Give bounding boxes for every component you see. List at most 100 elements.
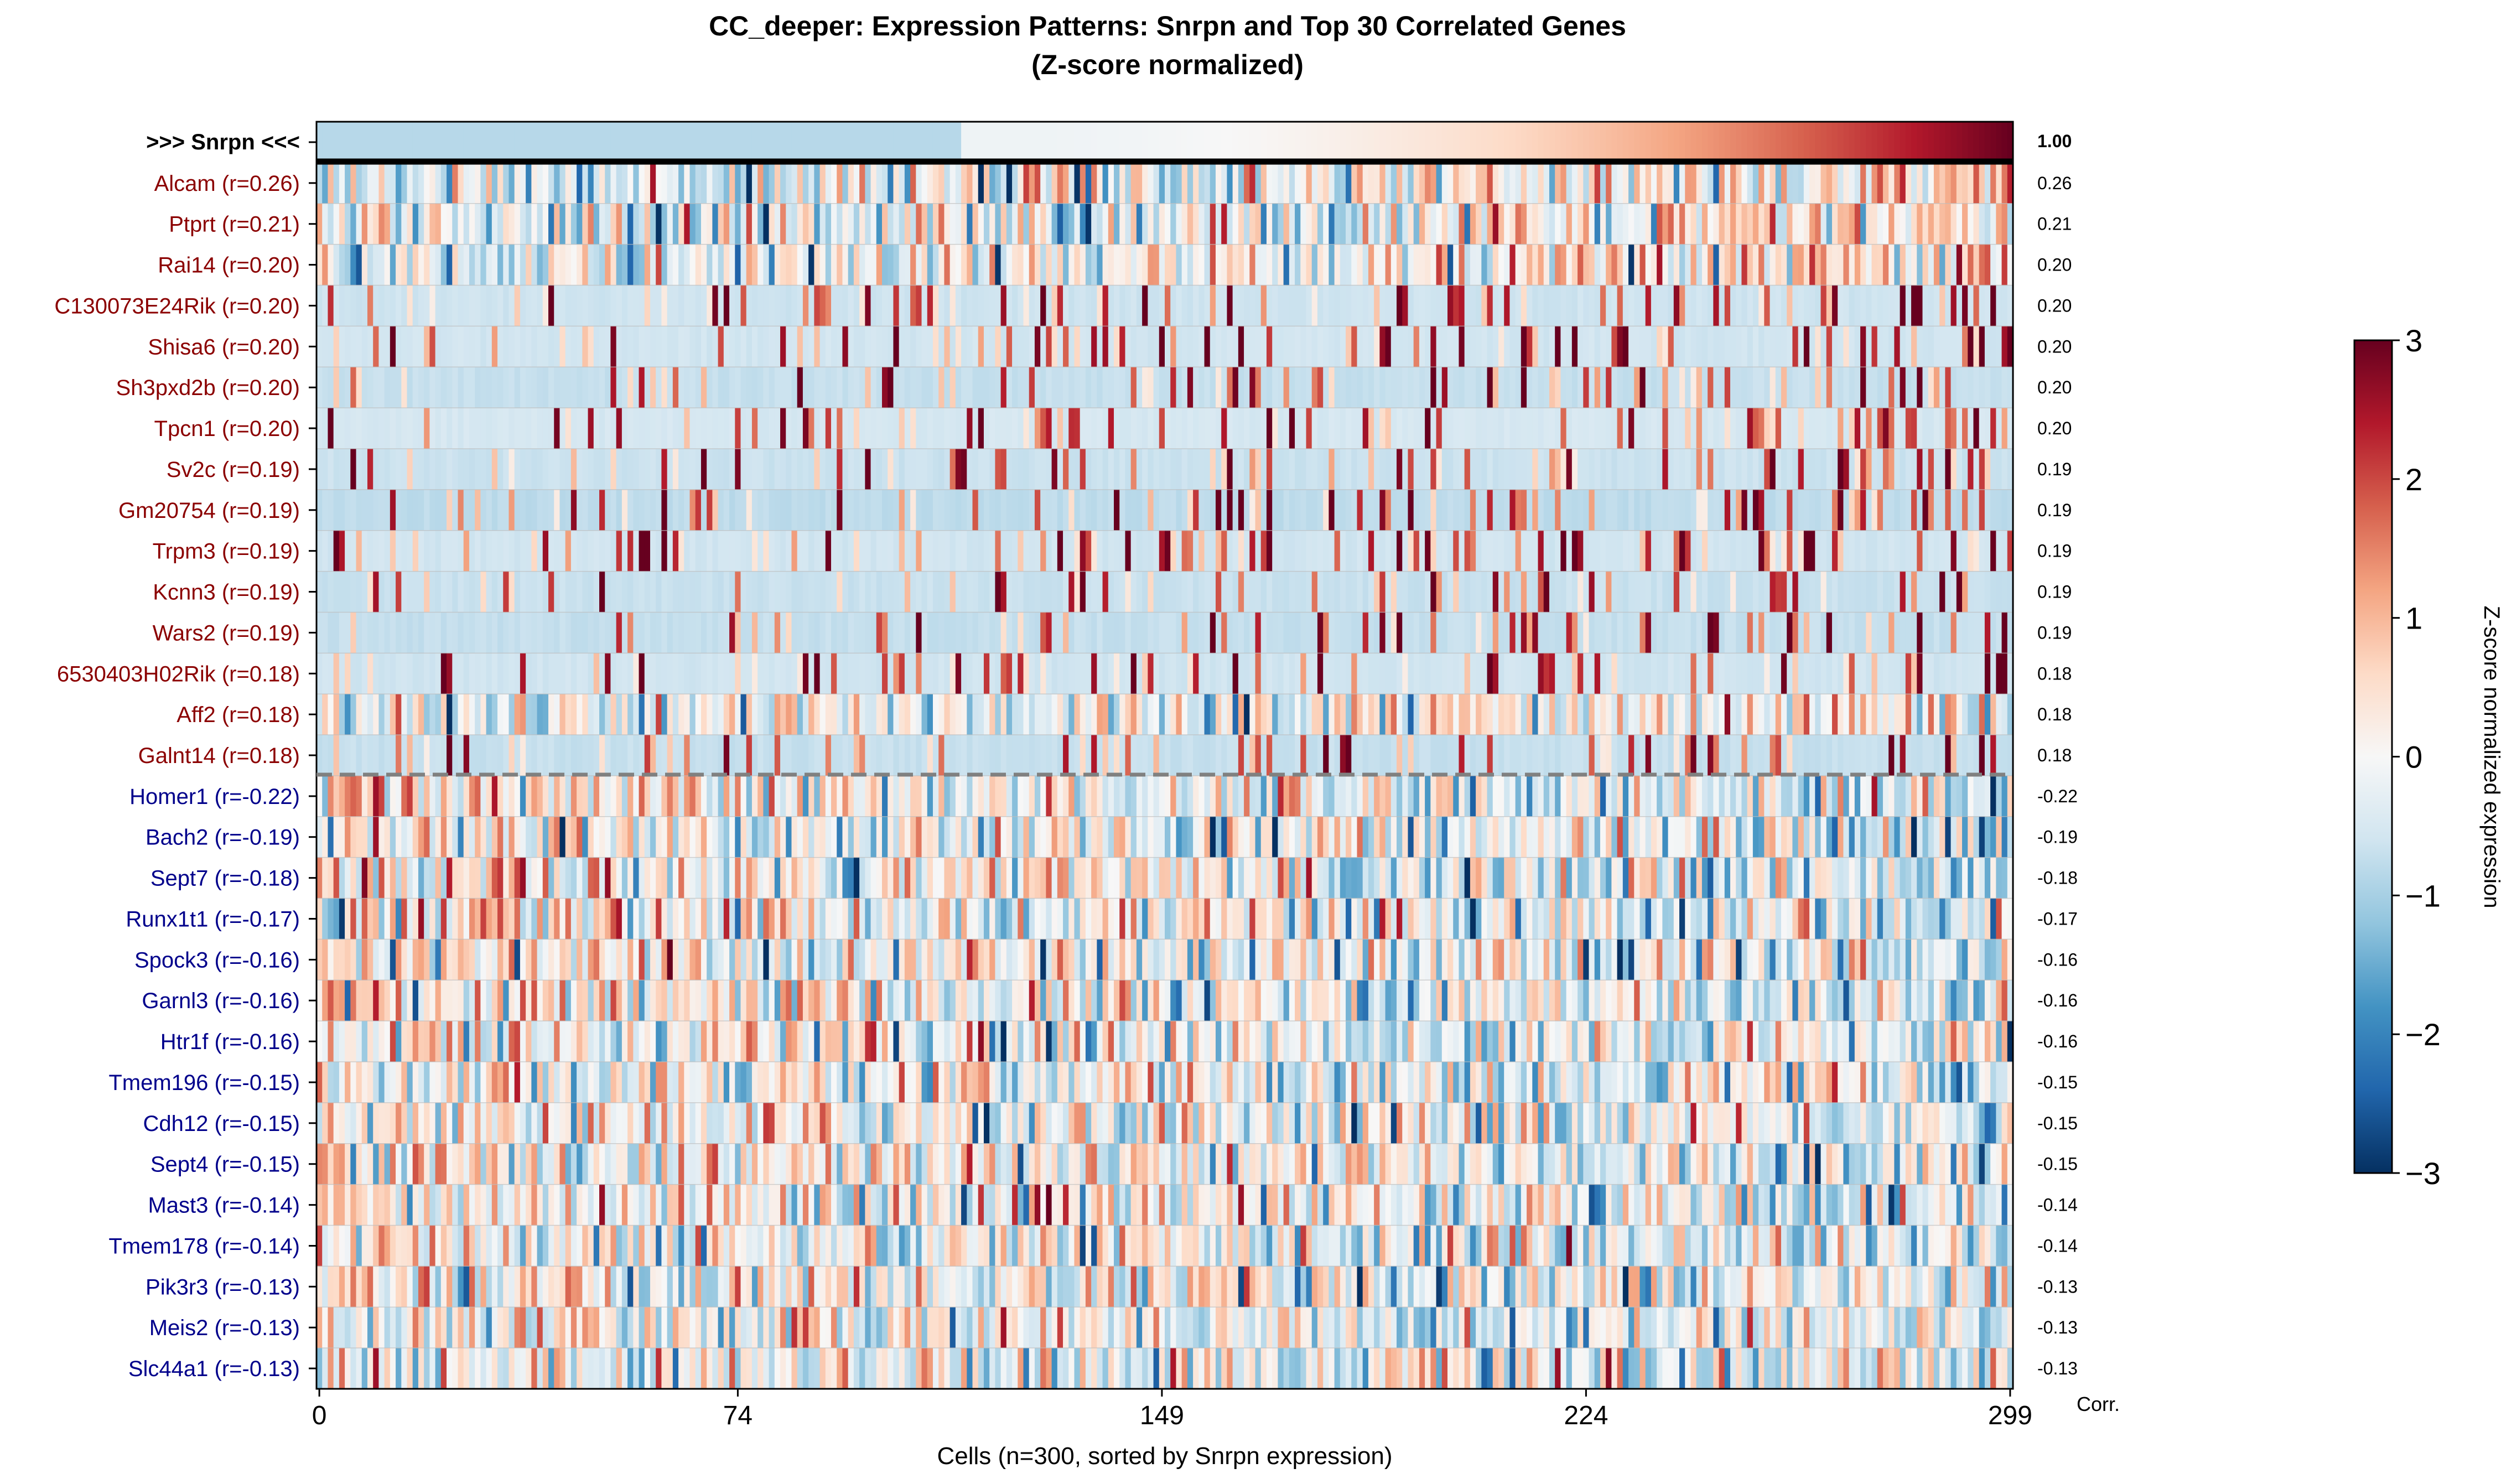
- heatmap-cell: [1708, 326, 1714, 367]
- heatmap-cell: [740, 285, 747, 326]
- heatmap-cell: [361, 571, 368, 613]
- heatmap-cell: [1764, 367, 1771, 408]
- heatmap-cell: [1543, 203, 1550, 245]
- heatmap-cell: [1741, 612, 1748, 653]
- heatmap-cell: [1181, 408, 1188, 449]
- heatmap-cell: [1402, 162, 1409, 204]
- heatmap-cell: [1690, 326, 1697, 367]
- heatmap-cell: [390, 571, 396, 613]
- heatmap-cell: [1775, 448, 1782, 490]
- heatmap-cell: [531, 530, 538, 572]
- heatmap-cell: [1939, 448, 1945, 490]
- heatmap-cell: [1334, 122, 1341, 163]
- heatmap-cell: [531, 775, 538, 817]
- heatmap-cell: [1051, 408, 1058, 449]
- heatmap-cell: [328, 285, 334, 326]
- heatmap-cell: [689, 244, 696, 286]
- heatmap-cell: [1102, 367, 1109, 408]
- heatmap-cell: [616, 735, 622, 776]
- heatmap-cell: [497, 408, 504, 449]
- heatmap-cell: [1227, 122, 1233, 163]
- heatmap-cell: [1119, 530, 1126, 572]
- heatmap-cell: [1040, 448, 1046, 490]
- heatmap-cell: [1165, 448, 1171, 490]
- heatmap-cell: [1289, 122, 1295, 163]
- heatmap-cell: [599, 285, 605, 326]
- heatmap-cell: [1425, 530, 1431, 572]
- heatmap-cell: [316, 653, 323, 694]
- heatmap-cell: [639, 162, 645, 204]
- heatmap-cell: [2001, 122, 2008, 163]
- heatmap-cell: [1589, 367, 1595, 408]
- heatmap-cell: [870, 244, 877, 286]
- heatmap-cell: [859, 122, 865, 163]
- heatmap-cell: [1492, 735, 1499, 776]
- heatmap-cell: [396, 203, 402, 245]
- heatmap-cell: [621, 448, 628, 490]
- heatmap-cell: [938, 244, 945, 286]
- heatmap-cell: [967, 448, 973, 490]
- heatmap-cell: [751, 571, 758, 613]
- heatmap-cell: [1549, 694, 1555, 735]
- heatmap-cell: [1803, 326, 1810, 367]
- heatmap-cell: [1877, 735, 1883, 776]
- heatmap-cell: [1487, 612, 1493, 653]
- heatmap-cell: [1215, 653, 1222, 694]
- heatmap-cell: [577, 162, 583, 204]
- heatmap-cell: [1441, 694, 1448, 735]
- heatmap-cell: [577, 244, 583, 286]
- heatmap-cell: [1662, 489, 1669, 531]
- heatmap-cell: [712, 162, 719, 204]
- heatmap-cell: [1679, 367, 1685, 408]
- heatmap-cell: [401, 203, 408, 245]
- heatmap-cell: [1701, 122, 1708, 163]
- heatmap-cell: [1181, 612, 1188, 653]
- heatmap-cell: [1945, 530, 1952, 572]
- heatmap-cell: [412, 775, 419, 817]
- heatmap-cell: [1159, 448, 1165, 490]
- heatmap-cell: [995, 367, 1002, 408]
- heatmap-cell: [1538, 448, 1544, 490]
- heatmap-cell: [701, 775, 707, 817]
- heatmap-cell: [1781, 244, 1787, 286]
- heatmap-cell: [1741, 653, 1748, 694]
- heatmap-cell: [848, 653, 854, 694]
- heatmap-cell: [367, 448, 373, 490]
- heatmap-cell: [661, 530, 668, 572]
- heatmap-cell: [1159, 408, 1165, 449]
- heatmap-cell: [1091, 735, 1097, 776]
- heatmap-cell: [961, 448, 967, 490]
- heatmap-cell: [1894, 285, 1901, 326]
- heatmap-cell: [1080, 653, 1086, 694]
- heatmap-cell: [582, 408, 589, 449]
- heatmap-cell: [938, 203, 945, 245]
- heatmap-cell: [718, 775, 724, 817]
- heatmap-cell: [1578, 735, 1584, 776]
- heatmap-cell: [751, 735, 758, 776]
- heatmap-cell: [763, 285, 770, 326]
- heatmap-cell: [1244, 653, 1250, 694]
- heatmap-cell: [520, 326, 526, 367]
- heatmap-cell: [1645, 203, 1652, 245]
- heatmap-cell: [1549, 326, 1555, 367]
- heatmap-cell: [1882, 489, 1889, 531]
- heatmap-cell: [746, 612, 753, 653]
- heatmap-cell: [1091, 694, 1097, 735]
- heatmap-cell: [786, 448, 792, 490]
- heatmap-cell: [1046, 326, 1052, 367]
- heatmap-cell: [1272, 735, 1278, 776]
- heatmap-cell: [469, 775, 475, 817]
- heatmap-cell: [746, 244, 753, 286]
- heatmap-cell: [1882, 694, 1889, 735]
- heatmap-cell: [1781, 367, 1787, 408]
- heatmap-cell: [1521, 448, 1527, 490]
- heatmap-cell: [1996, 408, 2002, 449]
- heatmap-cell: [1142, 203, 1148, 245]
- heatmap-cell: [1481, 489, 1488, 531]
- heatmap-cell: [639, 326, 645, 367]
- heatmap-cell: [1329, 735, 1335, 776]
- heatmap-cell: [1436, 448, 1443, 490]
- heatmap-cell: [1600, 571, 1606, 613]
- heatmap-cell: [1571, 489, 1578, 531]
- heatmap-cell: [333, 326, 340, 367]
